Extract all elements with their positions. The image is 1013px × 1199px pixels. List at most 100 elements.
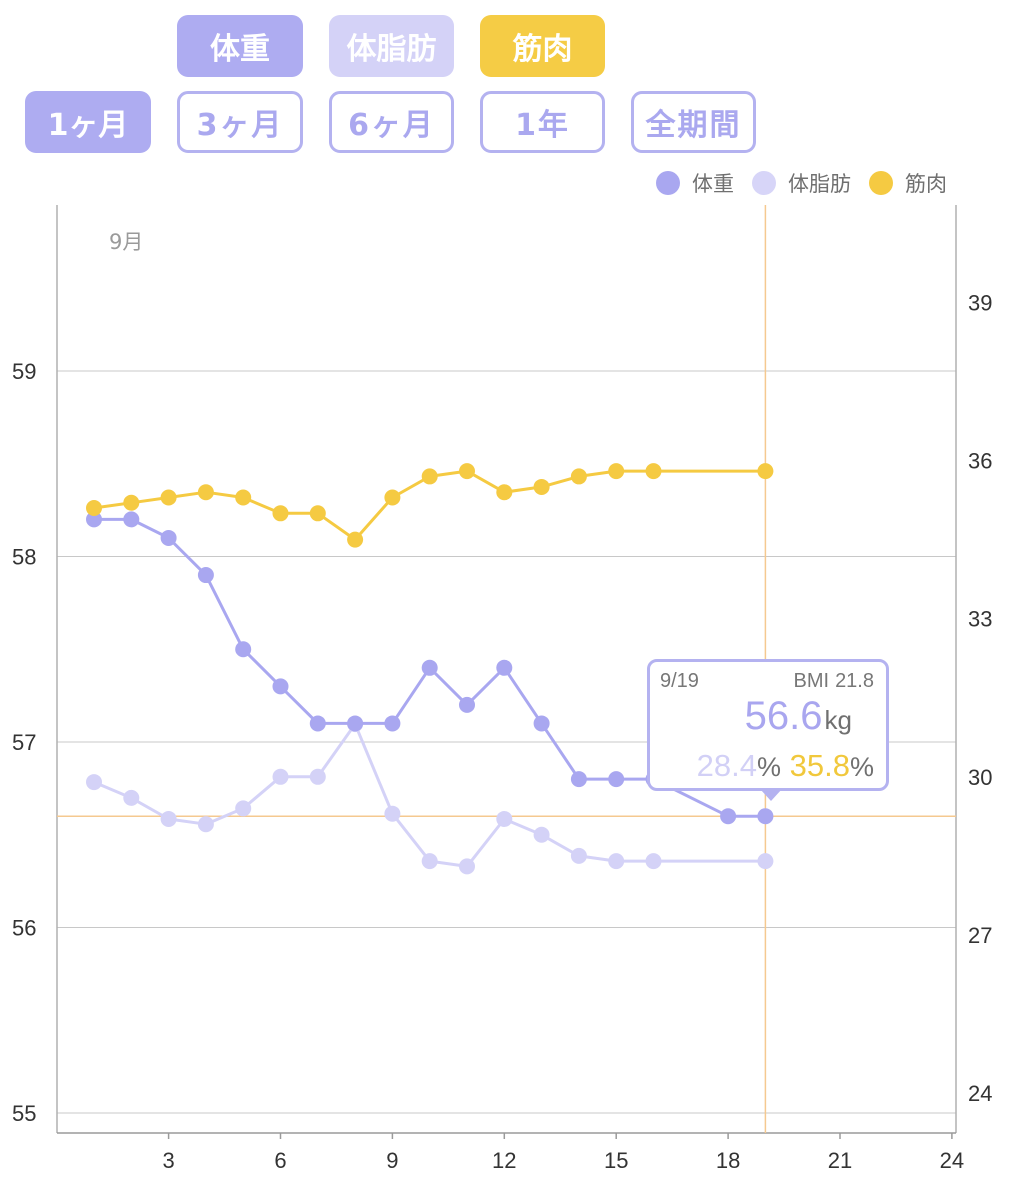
point-body-fat-2	[123, 789, 140, 806]
tooltip-muscle-value: 35.8	[789, 748, 850, 783]
x-tick-9: 9	[386, 1148, 398, 1173]
x-tick-6: 6	[274, 1148, 286, 1173]
point-weight-9	[384, 715, 401, 732]
point-muscle-6	[272, 505, 289, 522]
metric-button-body-fat[interactable]: 体脂肪	[329, 15, 454, 77]
point-body-fat-16	[645, 853, 662, 870]
tooltip-date: 9/19	[660, 670, 699, 692]
y-right-tick-39: 39	[968, 291, 992, 316]
point-muscle-15	[608, 463, 625, 480]
y-right-tick-24: 24	[968, 1081, 992, 1106]
point-muscle-1	[86, 500, 102, 517]
point-body-fat-10	[421, 853, 438, 870]
point-muscle-2	[123, 494, 140, 511]
period-button-6-months[interactable]: 6ヶ月	[329, 91, 454, 153]
point-muscle-19	[757, 463, 774, 480]
point-weight-8	[347, 715, 364, 732]
y-left-tick-58: 58	[12, 545, 36, 570]
point-body-fat-4	[197, 816, 214, 833]
point-body-fat-5	[235, 800, 252, 817]
point-body-fat-6	[272, 768, 289, 785]
chart-legend: 体重 体脂肪 筋肉	[656, 168, 947, 198]
tooltip-bmi: BMI 21.8	[794, 670, 875, 693]
point-weight-6	[272, 678, 289, 695]
point-body-fat-14	[570, 847, 587, 864]
point-muscle-13	[533, 478, 550, 495]
period-button-1-month[interactable]: 1ヶ月	[25, 91, 151, 153]
point-muscle-5	[235, 489, 252, 506]
y-left-tick-59: 59	[12, 359, 36, 384]
point-body-fat-7	[309, 768, 326, 785]
y-left-tick-57: 57	[12, 730, 36, 755]
legend-dot-weight	[656, 171, 680, 195]
x-tick-3: 3	[162, 1148, 174, 1173]
point-body-fat-12	[496, 810, 513, 827]
tooltip-pointer	[760, 789, 782, 801]
point-weight-2	[123, 511, 140, 528]
x-tick-18: 18	[716, 1148, 740, 1173]
point-muscle-3	[160, 489, 177, 506]
metric-button-weight[interactable]: 体重	[177, 15, 303, 77]
data-tooltip: 9/19 BMI 21.8 56.6kg 28.4% 35.8%	[647, 659, 889, 801]
point-body-fat-11	[459, 858, 475, 875]
legend-item-weight: 体重	[656, 168, 734, 198]
point-weight-13	[533, 715, 550, 732]
legend-item-body-fat: 体脂肪	[752, 168, 851, 198]
point-body-fat-13	[533, 826, 550, 843]
tooltip-bmi-value: 21.8	[835, 670, 874, 692]
point-body-fat-15	[608, 853, 625, 870]
y-right-tick-27: 27	[968, 923, 992, 948]
tooltip-fat-unit: %	[757, 752, 782, 782]
point-weight-18	[720, 808, 737, 825]
point-weight-10	[421, 659, 438, 676]
point-muscle-16	[645, 463, 662, 480]
period-button-3-months[interactable]: 3ヶ月	[177, 91, 303, 153]
point-weight-5	[235, 641, 252, 658]
point-body-fat-3	[160, 810, 177, 827]
point-weight-3	[160, 529, 177, 546]
legend-label-weight: 体重	[692, 172, 734, 196]
x-tick-21: 21	[828, 1148, 852, 1173]
tooltip-bmi-label: BMI	[793, 670, 830, 692]
y-right-tick-33: 33	[968, 607, 992, 632]
point-muscle-9	[384, 489, 401, 506]
point-muscle-8	[347, 531, 364, 548]
period-button-all-time[interactable]: 全期間	[631, 91, 756, 153]
point-body-fat-9	[384, 805, 401, 822]
legend-dot-muscle	[869, 171, 893, 195]
tooltip-muscle-unit: %	[849, 752, 874, 782]
y-right-tick-30: 30	[968, 765, 992, 790]
legend-label-muscle: 筋肉	[905, 172, 947, 196]
y-right-tick-36: 36	[968, 449, 992, 474]
metric-button-muscle[interactable]: 筋肉	[480, 15, 605, 77]
point-weight-19	[757, 808, 774, 825]
month-label: 9月	[109, 230, 143, 254]
point-weight-15	[608, 771, 625, 788]
point-weight-4	[197, 567, 214, 584]
point-muscle-4	[197, 484, 214, 501]
point-muscle-10	[421, 468, 438, 485]
x-tick-24: 24	[940, 1148, 964, 1173]
point-body-fat-1	[86, 774, 102, 791]
point-weight-14	[570, 771, 587, 788]
legend-item-muscle: 筋肉	[869, 168, 947, 198]
x-tick-12: 12	[492, 1148, 516, 1173]
tooltip-weight-unit: kg	[824, 705, 852, 735]
point-muscle-12	[496, 484, 513, 501]
point-weight-7	[309, 715, 326, 732]
y-left-tick-56: 56	[12, 916, 36, 941]
point-weight-1	[86, 511, 102, 528]
legend-label-body-fat: 体脂肪	[788, 172, 851, 196]
legend-dot-body-fat	[752, 171, 776, 195]
tooltip-weight-value: 56.6	[744, 694, 823, 738]
point-weight-12	[496, 659, 513, 676]
point-body-fat-19	[757, 853, 774, 870]
period-button-1-year[interactable]: 1年	[480, 91, 605, 153]
tooltip-fat-value: 28.4	[696, 748, 757, 783]
x-tick-15: 15	[604, 1148, 628, 1173]
point-weight-11	[459, 696, 475, 713]
y-left-tick-55: 55	[12, 1101, 36, 1126]
point-muscle-7	[309, 505, 326, 522]
point-muscle-11	[459, 463, 475, 480]
